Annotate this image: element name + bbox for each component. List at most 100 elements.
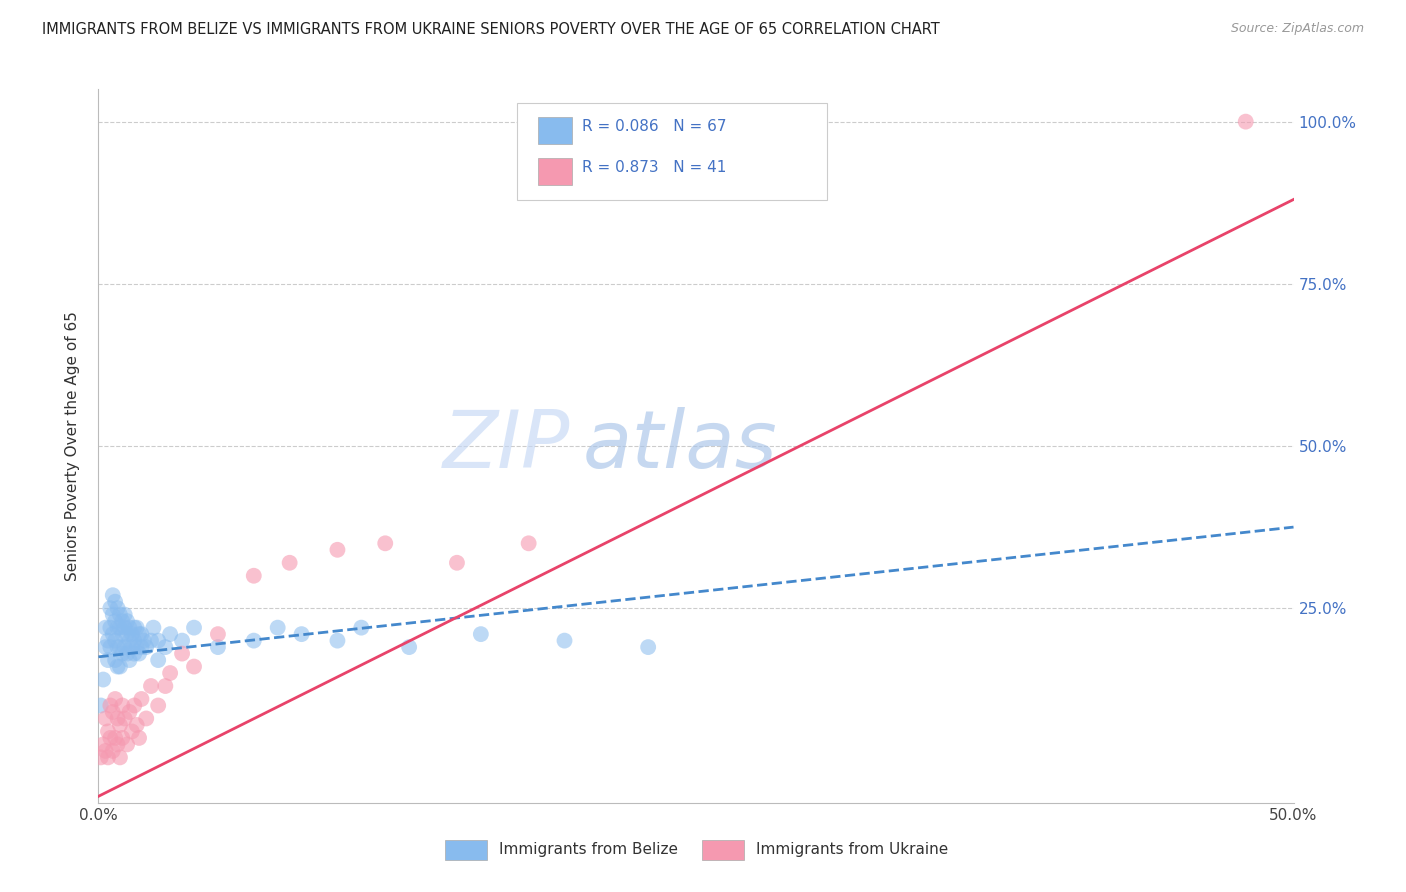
Point <box>97 750 120 764</box>
Point <box>98 621 122 635</box>
Point <box>446 556 468 570</box>
Point <box>148 698 170 713</box>
Point <box>243 568 266 582</box>
Text: Immigrants from Belize: Immigrants from Belize <box>499 842 678 857</box>
Point <box>350 621 373 635</box>
Point <box>131 627 153 641</box>
Point <box>104 633 127 648</box>
Point <box>104 595 127 609</box>
Point <box>94 711 117 725</box>
Point <box>183 621 205 635</box>
Point <box>108 640 131 654</box>
FancyBboxPatch shape <box>538 158 572 186</box>
Point <box>94 744 117 758</box>
Point <box>125 640 148 654</box>
Point <box>111 627 134 641</box>
Point <box>326 542 349 557</box>
Point <box>101 607 124 622</box>
Point <box>470 627 492 641</box>
Point <box>243 633 266 648</box>
Point <box>172 633 194 648</box>
Point <box>98 698 122 713</box>
Point <box>398 640 420 654</box>
Point <box>91 673 114 687</box>
Point <box>554 633 576 648</box>
Point <box>97 724 120 739</box>
Point <box>108 659 131 673</box>
Text: ZIP: ZIP <box>443 407 571 485</box>
Point <box>98 601 122 615</box>
Text: R = 0.873   N = 41: R = 0.873 N = 41 <box>582 160 727 175</box>
FancyBboxPatch shape <box>446 840 486 860</box>
Y-axis label: Seniors Poverty Over the Age of 65: Seniors Poverty Over the Age of 65 <box>65 311 80 581</box>
Text: Immigrants from Ukraine: Immigrants from Ukraine <box>756 842 948 857</box>
FancyBboxPatch shape <box>702 840 744 860</box>
Point <box>101 744 124 758</box>
Point <box>172 647 194 661</box>
Point <box>125 718 148 732</box>
Point <box>90 698 112 713</box>
Point <box>90 750 112 764</box>
Point <box>114 621 136 635</box>
Point <box>111 698 134 713</box>
Point <box>267 621 290 635</box>
Point <box>104 653 127 667</box>
Point <box>124 621 146 635</box>
Point <box>114 711 136 725</box>
Point <box>125 621 148 635</box>
Point <box>104 614 127 628</box>
FancyBboxPatch shape <box>517 103 827 200</box>
Point <box>118 705 141 719</box>
Point <box>139 679 162 693</box>
Point <box>131 640 153 654</box>
Point <box>135 640 157 654</box>
Point <box>155 640 177 654</box>
Text: IMMIGRANTS FROM BELIZE VS IMMIGRANTS FROM UKRAINE SENIORS POVERTY OVER THE AGE O: IMMIGRANTS FROM BELIZE VS IMMIGRANTS FRO… <box>42 22 941 37</box>
Point <box>107 640 129 654</box>
Point <box>111 731 134 745</box>
Point <box>135 711 157 725</box>
Point <box>131 692 153 706</box>
Point <box>94 640 117 654</box>
Point <box>108 607 131 622</box>
Point <box>278 556 301 570</box>
Point <box>94 621 117 635</box>
Point <box>1234 114 1257 128</box>
Point <box>159 627 181 641</box>
Point <box>132 633 155 648</box>
Point <box>115 647 138 661</box>
Point <box>374 536 396 550</box>
Point <box>114 640 136 654</box>
Point <box>97 653 120 667</box>
Point <box>107 711 129 725</box>
Point <box>183 659 205 673</box>
Point <box>124 647 146 661</box>
Point <box>97 633 120 648</box>
Point <box>517 536 540 550</box>
Point <box>111 647 134 661</box>
Point <box>121 724 143 739</box>
Point <box>107 659 129 673</box>
Point <box>207 640 229 654</box>
Point <box>118 633 141 648</box>
Point <box>104 692 127 706</box>
Point <box>142 621 165 635</box>
Point <box>637 640 659 654</box>
Point <box>207 627 229 641</box>
Point <box>155 679 177 693</box>
Point <box>115 738 138 752</box>
Point <box>107 601 129 615</box>
Point <box>101 627 124 641</box>
Point <box>115 614 138 628</box>
Text: R = 0.086   N = 67: R = 0.086 N = 67 <box>582 119 727 134</box>
Point <box>139 633 162 648</box>
Point <box>121 640 143 654</box>
Point <box>107 621 129 635</box>
Text: Source: ZipAtlas.com: Source: ZipAtlas.com <box>1230 22 1364 36</box>
Point <box>159 666 181 681</box>
Point <box>104 731 127 745</box>
Point <box>101 588 124 602</box>
Point <box>124 698 146 713</box>
Point <box>114 607 136 622</box>
Point <box>101 705 124 719</box>
